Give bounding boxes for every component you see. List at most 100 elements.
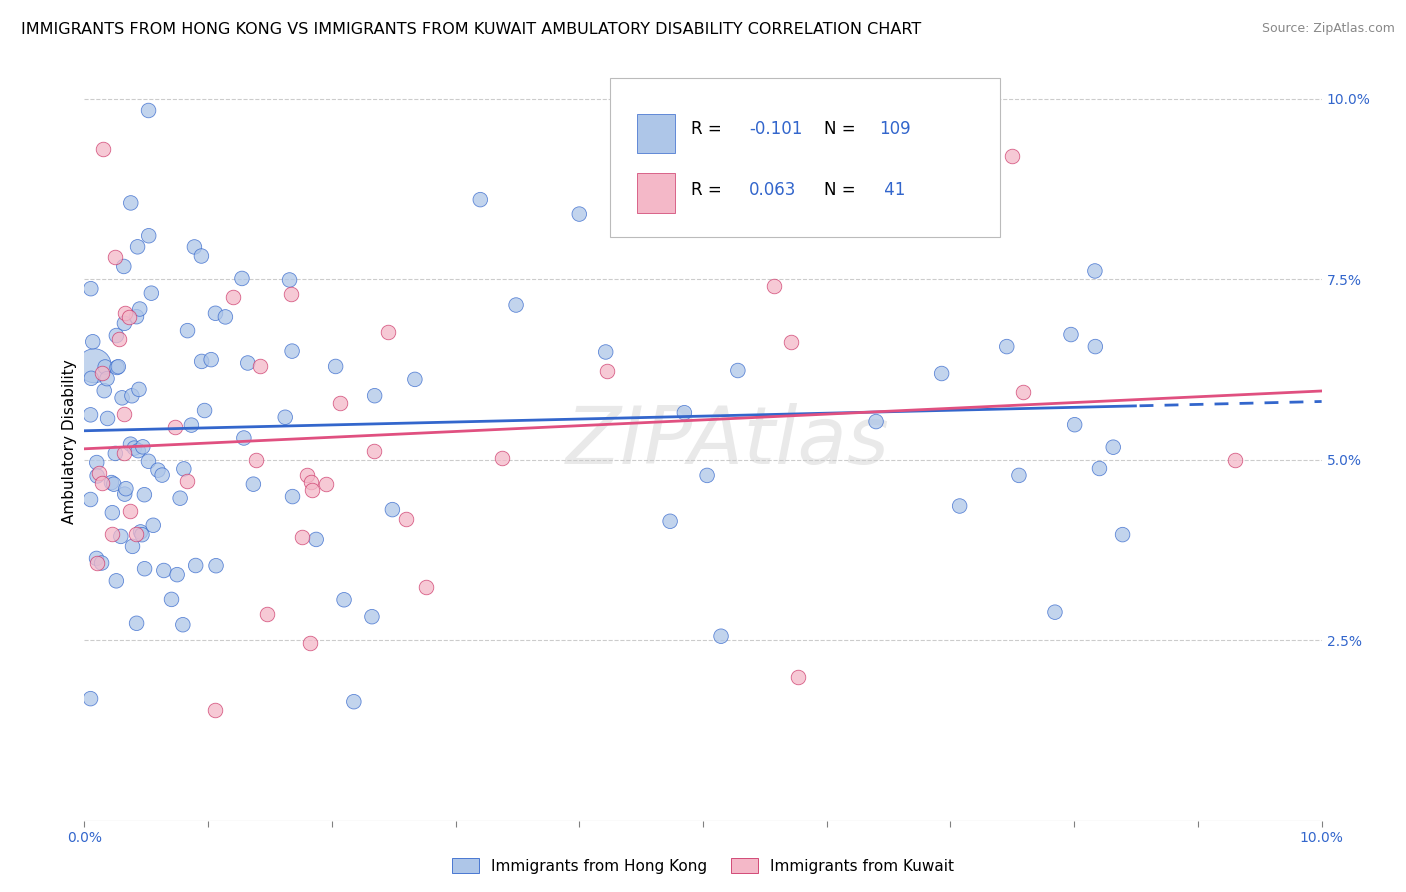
Point bbox=[291, 530, 314, 544]
Text: 0.063: 0.063 bbox=[749, 181, 796, 199]
Point bbox=[153, 564, 176, 578]
Point bbox=[138, 103, 160, 118]
Point bbox=[1084, 340, 1107, 354]
Text: R =: R = bbox=[690, 181, 727, 199]
Point bbox=[112, 446, 135, 460]
Point bbox=[596, 364, 619, 378]
Point bbox=[659, 514, 682, 528]
Point bbox=[134, 562, 156, 576]
Point bbox=[121, 540, 143, 554]
Point bbox=[120, 195, 142, 210]
Point bbox=[124, 441, 146, 455]
Point bbox=[180, 418, 202, 433]
Point bbox=[204, 306, 226, 320]
Point bbox=[150, 468, 173, 483]
Point bbox=[1001, 149, 1024, 163]
Point bbox=[595, 345, 617, 359]
Point bbox=[105, 328, 128, 343]
Point bbox=[281, 344, 304, 359]
Point bbox=[1088, 461, 1111, 475]
Point bbox=[696, 468, 718, 483]
Point bbox=[176, 324, 198, 338]
Point bbox=[995, 340, 1018, 354]
Point bbox=[333, 592, 356, 607]
Text: -0.101: -0.101 bbox=[749, 120, 803, 138]
Point bbox=[779, 172, 801, 186]
Point bbox=[395, 512, 418, 526]
Point bbox=[104, 446, 127, 460]
Point bbox=[93, 384, 115, 398]
Point bbox=[104, 251, 127, 265]
Point bbox=[301, 483, 323, 498]
Point bbox=[125, 616, 148, 631]
FancyBboxPatch shape bbox=[637, 173, 675, 212]
Text: 109: 109 bbox=[879, 120, 910, 138]
Point bbox=[91, 142, 114, 156]
Point bbox=[111, 391, 134, 405]
Point bbox=[146, 463, 169, 477]
Point bbox=[107, 359, 129, 374]
Point bbox=[184, 558, 207, 573]
Point bbox=[727, 363, 749, 377]
Legend: Immigrants from Hong Kong, Immigrants from Kuwait: Immigrants from Hong Kong, Immigrants fr… bbox=[446, 852, 960, 880]
Point bbox=[169, 491, 191, 506]
Point bbox=[231, 271, 253, 285]
Point bbox=[163, 420, 186, 434]
Text: ZIPAtlas: ZIPAtlas bbox=[565, 402, 890, 481]
Point bbox=[1011, 385, 1033, 400]
Point bbox=[363, 444, 385, 458]
Point bbox=[865, 415, 887, 429]
Point bbox=[100, 475, 122, 490]
Point bbox=[79, 691, 101, 706]
Point bbox=[363, 389, 385, 403]
Point bbox=[110, 529, 132, 543]
Point bbox=[1063, 417, 1085, 432]
Point bbox=[97, 411, 120, 425]
Point bbox=[200, 352, 222, 367]
Point bbox=[138, 228, 160, 243]
Point bbox=[112, 407, 135, 421]
Point bbox=[86, 469, 108, 483]
Text: IMMIGRANTS FROM HONG KONG VS IMMIGRANTS FROM KUWAIT AMBULATORY DISABILITY CORREL: IMMIGRANTS FROM HONG KONG VS IMMIGRANTS … bbox=[21, 22, 921, 37]
Point bbox=[172, 617, 194, 632]
Point bbox=[166, 567, 188, 582]
Point bbox=[295, 467, 318, 482]
Point bbox=[222, 290, 245, 304]
Point bbox=[1084, 264, 1107, 278]
Point bbox=[1008, 468, 1031, 483]
Point bbox=[404, 372, 426, 386]
Point bbox=[949, 499, 972, 513]
Point bbox=[160, 592, 183, 607]
Point bbox=[108, 332, 131, 346]
Point bbox=[86, 456, 108, 470]
Point bbox=[86, 551, 108, 566]
Point bbox=[298, 636, 321, 650]
Point bbox=[86, 556, 108, 570]
Point bbox=[121, 389, 143, 403]
Point bbox=[1060, 327, 1083, 342]
Point bbox=[112, 316, 135, 330]
Text: Source: ZipAtlas.com: Source: ZipAtlas.com bbox=[1261, 22, 1395, 36]
Point bbox=[325, 359, 347, 374]
Point bbox=[134, 488, 156, 502]
Point bbox=[204, 703, 226, 717]
Point bbox=[236, 356, 259, 370]
Point bbox=[491, 450, 513, 465]
Point bbox=[131, 527, 153, 541]
Point bbox=[1043, 605, 1066, 619]
Point bbox=[205, 558, 228, 573]
Point bbox=[103, 477, 125, 491]
Point bbox=[280, 286, 302, 301]
Point bbox=[90, 366, 112, 380]
Text: N =: N = bbox=[824, 120, 860, 138]
Point bbox=[305, 533, 328, 547]
Point bbox=[568, 207, 591, 221]
Point bbox=[114, 487, 136, 501]
Point bbox=[118, 310, 141, 324]
Y-axis label: Ambulatory Disability: Ambulatory Disability bbox=[62, 359, 77, 524]
Point bbox=[377, 325, 399, 339]
Point bbox=[141, 286, 163, 301]
Point bbox=[105, 360, 128, 375]
Point bbox=[105, 574, 128, 588]
Point bbox=[931, 367, 953, 381]
